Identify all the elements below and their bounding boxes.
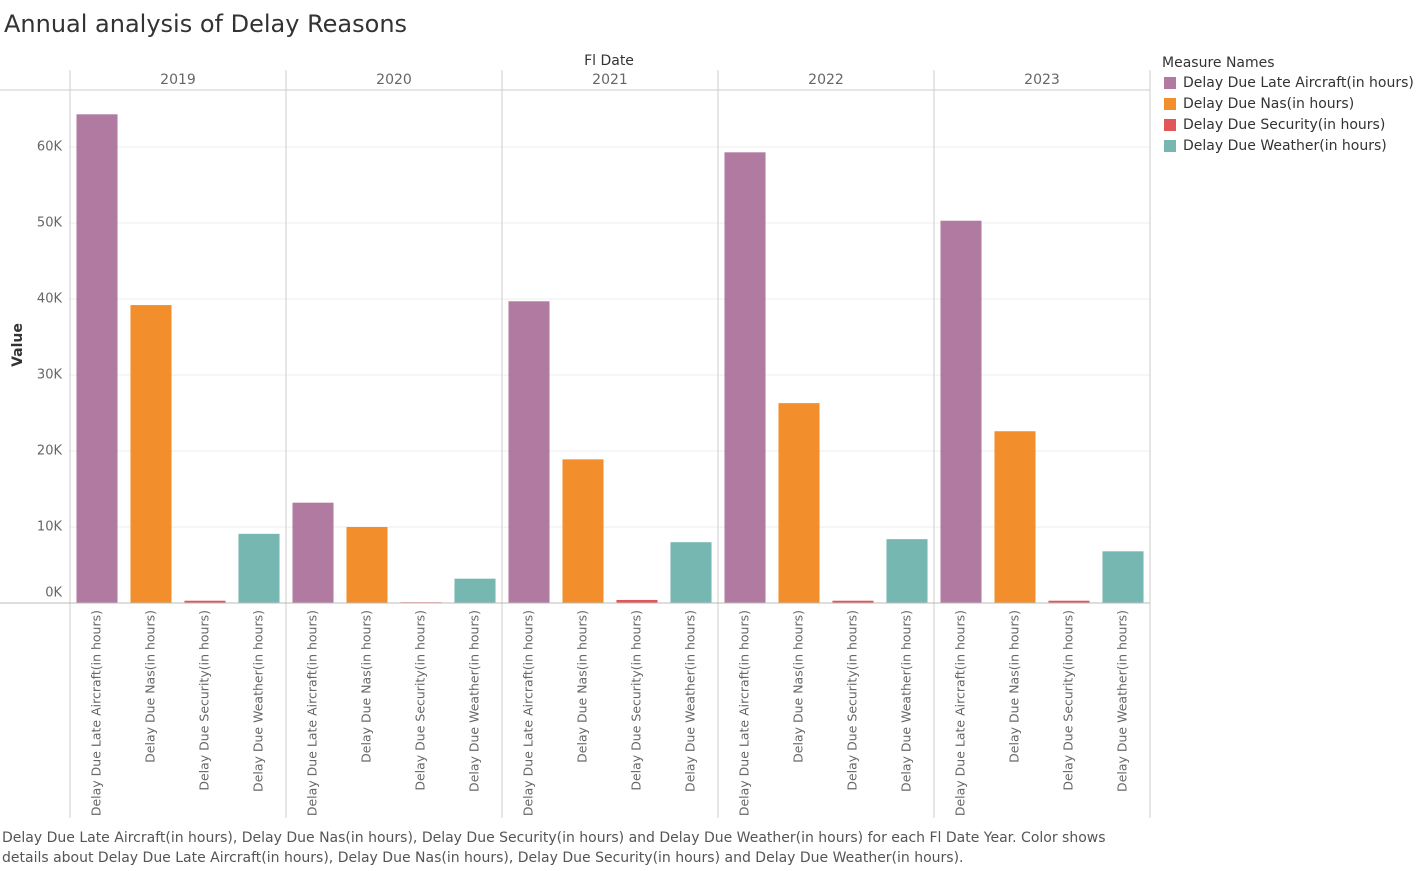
x-tick-label: Delay Due Late Aircraft(in hours) [737,610,752,816]
legend-swatch [1164,119,1176,131]
y-tick-label: 50K [37,216,63,231]
chart: Annual analysis of Delay Reasons Fl Date… [0,10,1414,818]
bar [1048,600,1090,603]
y-tick-label: 30K [37,368,63,383]
legend-swatch [1164,140,1176,152]
x-tick-label: Delay Due Security(in hours) [845,610,860,791]
x-tick-label: Delay Due Late Aircraft(in hours) [89,610,104,816]
x-tick-label: Delay Due Security(in hours) [1061,610,1076,791]
bar [670,542,712,603]
x-tick-label: Delay Due Weather(in hours) [683,610,698,792]
bar [724,152,766,603]
column-label: 2022 [808,72,844,88]
column-label: 2023 [1024,72,1060,88]
bar [76,114,118,603]
legend-title: Measure Names [1162,55,1275,71]
x-tick-label: Delay Due Late Aircraft(in hours) [953,610,968,816]
bar [562,459,604,603]
bar [940,220,982,603]
legend-swatch [1164,77,1176,89]
x-tick-label: Delay Due Nas(in hours) [143,610,158,763]
y-tick-label: 40K [37,292,63,307]
x-tick-label: Delay Due Weather(in hours) [1115,610,1130,792]
x-tick-label: Delay Due Nas(in hours) [575,610,590,763]
column-header: Fl Date [584,53,634,69]
x-tick-label: Delay Due Nas(in hours) [1007,610,1022,763]
bar [454,578,496,603]
y-tick-label: 60K [37,140,63,155]
bar [832,600,874,603]
x-tick-label: Delay Due Nas(in hours) [791,610,806,763]
bar [130,305,172,603]
chart-title: Annual analysis of Delay Reasons [4,10,407,38]
bar [238,533,280,603]
y-tick-label: 10K [37,520,63,535]
caption: Delay Due Late Aircraft(in hours), Delay… [2,830,1106,866]
x-tick-label: Delay Due Weather(in hours) [251,610,266,792]
x-tick-label: Delay Due Security(in hours) [197,610,212,791]
legend-label: Delay Due Nas(in hours) [1183,96,1354,112]
y-tick-label: 20K [37,444,63,459]
bar [292,502,334,603]
x-tick-label: Delay Due Weather(in hours) [467,610,482,792]
x-tick-label: Delay Due Late Aircraft(in hours) [305,610,320,816]
x-tick-label: Delay Due Security(in hours) [629,610,644,791]
bar [508,301,550,603]
bar [886,539,928,603]
legend-swatch [1164,98,1176,110]
legend-label: Delay Due Late Aircraft(in hours) [1183,75,1414,91]
bar [346,527,388,603]
bar [1102,551,1144,603]
bar [616,599,658,603]
legend-label: Delay Due Weather(in hours) [1183,138,1387,154]
y-tick-label: 0K [45,586,62,601]
bar [778,403,820,603]
x-tick-label: Delay Due Late Aircraft(in hours) [521,610,536,816]
column-label: 2019 [160,72,196,88]
x-tick-label: Delay Due Weather(in hours) [899,610,914,792]
x-tick-label: Delay Due Nas(in hours) [359,610,374,763]
column-label: 2020 [376,72,412,88]
legend-label: Delay Due Security(in hours) [1183,117,1385,133]
y-axis-label: Value [10,323,26,367]
x-tick-label: Delay Due Security(in hours) [413,610,428,791]
bar [994,431,1036,603]
column-label: 2021 [592,72,628,88]
bar [184,600,226,603]
